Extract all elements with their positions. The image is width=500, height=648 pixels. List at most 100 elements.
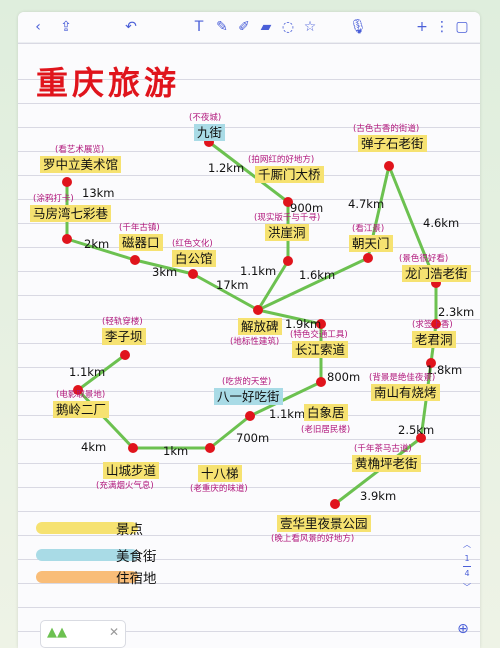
map-dot-huangjueping: [416, 433, 426, 443]
page-indicator[interactable]: ︿ 1 4 ﹀: [460, 538, 474, 595]
map-dot-bayihao: [245, 411, 255, 421]
pen-icon[interactable]: ✎: [216, 19, 228, 35]
distance-mafangwan-ciqikou: 2km: [84, 237, 110, 251]
mic-icon[interactable]: 🎙: [349, 19, 367, 35]
spot-tag-shibati: (老重庆的味道): [190, 484, 248, 494]
spot-label-jiefangbei: 解放碑: [238, 318, 282, 335]
undo-icon[interactable]: ↶: [125, 19, 137, 35]
spot-label-qianshimen: 千厮门大桥: [255, 166, 324, 183]
spot-tag-qianshimen: (拍网红的好地方): [248, 155, 315, 165]
map-dot-tanzishi: [384, 161, 394, 171]
distance-tanzishi-chaotianmen: 4.7km: [348, 197, 385, 211]
distance-shancheng-shibati: 1km: [163, 444, 189, 458]
page-thumbnail-tab[interactable]: ▲▲ ✕: [40, 620, 126, 648]
map-dot-chaotianmen: [363, 253, 373, 263]
spot-label-longmenhao: 龙门浩老街: [402, 265, 471, 282]
spot-tag-jiujie: (不夜城): [189, 113, 222, 123]
route-line-hongyadong-jiefangbei: [256, 260, 290, 311]
map-dot-shancheng: [128, 443, 138, 453]
text-icon[interactable]: T: [194, 19, 204, 35]
spot-tag-mafangwan: (涂鸦打卡): [33, 194, 74, 204]
route-line-bayihao-baixiangju: [249, 380, 322, 418]
plus-icon[interactable]: +: [416, 19, 428, 35]
distance-hongyadong-jiefangbei: 1.1km: [240, 264, 277, 278]
spot-label-baigongguan: 白公馆: [172, 250, 216, 267]
pages-icon[interactable]: ▢: [455, 19, 469, 35]
page-down-icon[interactable]: ﹀: [463, 583, 471, 592]
map-dot-yihuali: [330, 499, 340, 509]
spot-label-bayihao: 八一好吃街: [214, 388, 283, 405]
route-line-bayihao-shibati: [209, 414, 251, 450]
spot-tag-chaotianmen: (看江景): [352, 224, 385, 234]
highlighter-icon[interactable]: ✐: [238, 19, 250, 35]
route-line-jiujie-qianshimen: [208, 140, 289, 204]
note-page: ‹ ⇪ ↶ T ✎ ✐ ▰ ◌ ☆ 🎙 + ⋮ ▢ 重庆旅游 1 3km 1.2km…: [18, 12, 480, 648]
spot-label-liziba: 李子坝: [102, 328, 146, 345]
legend-swatch-spot: [36, 522, 138, 534]
distance-chaotianmen-jiefangbei: 1.6km: [299, 268, 336, 282]
toolbar: ‹ ⇪ ↶ T ✎ ✐ ▰ ◌ ☆ 🎙 + ⋮ ▢: [18, 12, 480, 43]
page-up-icon[interactable]: ︿: [463, 540, 471, 549]
map-dot-ciqikou: [130, 255, 140, 265]
distance-changjiang-baixiangju: 800m: [327, 370, 361, 384]
route-line-ciqikou-baigongguan: [134, 258, 194, 276]
route-line-jiefangbei-changjiang: [257, 308, 322, 326]
map-dot-luozhongli: [62, 177, 72, 187]
close-icon[interactable]: ✕: [108, 625, 119, 639]
map-dot-nanshan: [426, 358, 436, 368]
spot-tag-baixiangju: (老旧居民楼): [301, 425, 351, 435]
page-current: 1: [464, 554, 470, 563]
route-line-mafangwan-ciqikou: [66, 237, 136, 262]
distance-liziba-eling: 1.1km: [69, 365, 106, 379]
map-dot-shibati: [205, 443, 215, 453]
map-dot-baigongguan: [188, 269, 198, 279]
spot-label-yihuali: 壹华里夜景公园: [277, 515, 371, 532]
map-dot-liziba: [120, 350, 130, 360]
spot-tag-hongyadong: (现实版千与千寻): [254, 213, 321, 223]
lasso-icon[interactable]: ◌: [281, 19, 295, 35]
spot-tag-baigongguan: (红色文化): [172, 239, 213, 249]
map-dot-laojundong: [431, 319, 441, 329]
route-line-chaotianmen-jiefangbei: [257, 256, 369, 312]
spot-tag-tanzishi: (古色古香的街道): [353, 124, 420, 134]
distance-jiujie-qianshimen: 1.2km: [208, 161, 245, 175]
spot-tag-nanshan: (背景是绝佳夜景): [369, 373, 436, 383]
map-dot-changjiang: [316, 319, 326, 329]
distance-bayihao-baixiangju: 1.1km: [269, 407, 306, 421]
page-title: 重庆旅游: [36, 64, 181, 102]
tree-icon: ▲▲: [47, 625, 67, 640]
spot-label-chaotianmen: 朝天门: [349, 235, 393, 252]
map-dot-eling: [73, 385, 83, 395]
route-line-tanzishi-longmenhao: [387, 165, 438, 284]
legend-swatch-lodging: [36, 571, 138, 583]
spot-label-nanshan: 南山有烧烤: [371, 384, 440, 401]
spot-tag-yihuali: (晚上看风景的好地方): [271, 534, 355, 544]
distance-jiefangbei-changjiang: 1.9km: [285, 317, 322, 331]
spot-tag-bayihao: (吃货的天堂): [222, 377, 272, 387]
more-icon[interactable]: ⋮: [435, 19, 449, 35]
legend-label-lodging: 住宿地: [116, 571, 157, 587]
spot-tag-ciqikou: (千年古镇): [119, 223, 160, 233]
map-dot-jiefangbei: [253, 305, 263, 315]
spot-label-jiujie: 九街: [194, 124, 226, 141]
distance-baigongguan-jiefangbei: 17km: [216, 278, 249, 292]
shape-icon[interactable]: ☆: [303, 19, 317, 35]
legend-label-food: 美食街: [116, 549, 157, 565]
spot-label-shancheng: 山城步道: [103, 462, 160, 479]
spot-label-baixiangju: 白象居: [304, 404, 348, 421]
spot-label-mafangwan: 马房湾七彩巷: [30, 205, 112, 222]
distance-ciqikou-baigongguan: 3km: [152, 265, 178, 279]
legend-swatch-food: [36, 549, 138, 561]
spot-tag-longmenhao: (景色很好看): [399, 254, 449, 264]
spot-tag-eling: (电影取景地): [56, 390, 106, 400]
distance-longmenhao-laojundong: 2.3km: [438, 305, 475, 319]
spot-label-hongyadong: 洪崖洞: [265, 224, 309, 241]
zoom-icon[interactable]: ⊕: [457, 621, 469, 637]
share-icon[interactable]: ⇪: [60, 19, 72, 35]
chevron-left-icon[interactable]: ‹: [35, 19, 41, 35]
eraser-icon[interactable]: ▰: [260, 19, 272, 35]
spot-label-eling: 鹅岭二厂: [53, 401, 110, 418]
distance-tanzishi-longmenhao: 4.6km: [423, 216, 460, 230]
spot-tag-shancheng: (充满烟火气息): [96, 481, 154, 491]
spot-tag-luozhongli: (看艺术展览): [55, 145, 105, 155]
